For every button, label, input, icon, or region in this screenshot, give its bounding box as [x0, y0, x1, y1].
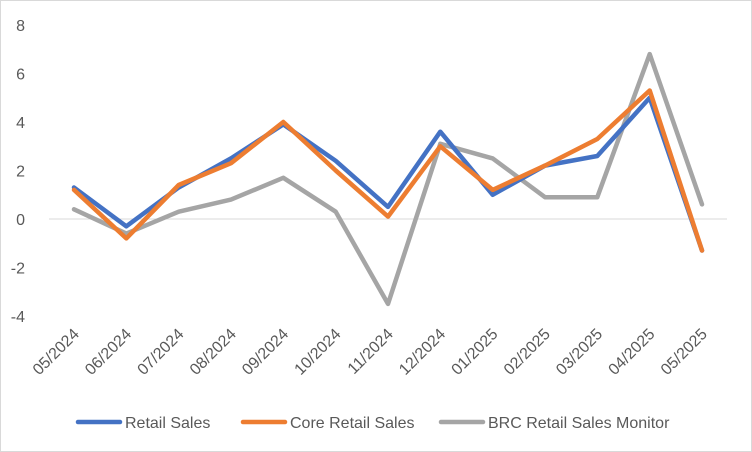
- x-tick-label: 02/2025: [501, 326, 554, 379]
- series-line-2: [71, 51, 705, 307]
- x-tick-label: 10/2024: [292, 326, 345, 379]
- y-tick-label: 0: [16, 212, 25, 229]
- series-line-1: [71, 88, 705, 253]
- x-tick-label: 11/2024: [345, 326, 397, 378]
- y-tick-label: 8: [16, 18, 25, 35]
- y-tick-label: 2: [16, 164, 25, 181]
- x-tick-label: 06/2024: [82, 326, 135, 379]
- legend: Retail Sales Core Retail Sales BRC Retail …: [75, 415, 670, 432]
- y-tick-label: 4: [16, 115, 25, 132]
- y-tick-label: -2: [11, 261, 25, 278]
- legend-label-1: Core Retail Sales: [290, 415, 415, 432]
- legend-label-2: BRC Retail Sales Monitor: [488, 415, 670, 432]
- x-tick-label: 05/2025: [658, 326, 711, 379]
- y-tick-label: 6: [16, 67, 25, 84]
- x-tick-label: 09/2024: [239, 326, 292, 379]
- x-tick-label: 07/2024: [135, 326, 188, 379]
- x-tick-label: 05/2024: [30, 326, 83, 379]
- x-tick-label: 12/2024: [396, 326, 449, 379]
- y-tick-label: -4: [11, 309, 25, 326]
- x-axis-tick-labels: 05/2024 06/2024 07/2024 08/2024 09/2024 10/20…: [30, 326, 711, 379]
- legend-label-0: Retail Sales: [125, 415, 210, 432]
- x-tick-label: 04/2025: [606, 326, 659, 379]
- x-tick-label: 03/2025: [553, 326, 606, 379]
- x-tick-label: 01/2025: [449, 326, 502, 379]
- y-axis-tick-labels: -4 -2 0 2 4 6 8: [11, 18, 25, 326]
- series-lines-group: [71, 51, 705, 307]
- x-tick-label: 08/2024: [187, 326, 240, 379]
